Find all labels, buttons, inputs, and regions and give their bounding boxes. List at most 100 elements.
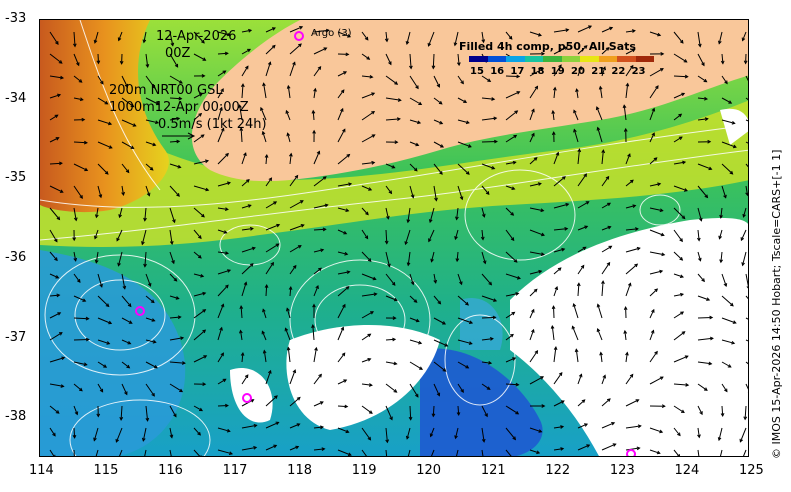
velocity-arrow bbox=[529, 207, 544, 212]
velocity-arrow bbox=[432, 405, 435, 417]
velocity-arrow-head bbox=[698, 43, 702, 48]
velocity-arrow-head bbox=[561, 247, 566, 252]
velocity-arrow-head bbox=[94, 259, 99, 264]
velocity-arrow bbox=[721, 185, 727, 198]
velocity-arrow bbox=[73, 53, 80, 66]
colorbar-segment bbox=[469, 56, 488, 62]
argo-float-marker-icon[interactable] bbox=[134, 305, 146, 317]
velocity-arrow-head bbox=[728, 100, 733, 104]
velocity-arrow bbox=[313, 267, 322, 275]
velocity-arrow bbox=[529, 251, 544, 256]
velocity-arrow bbox=[601, 422, 615, 429]
velocity-arrow-head bbox=[389, 416, 393, 421]
velocity-arrow-head bbox=[228, 451, 234, 455]
velocity-arrow bbox=[596, 106, 603, 121]
colorbar-tick-label: 21 bbox=[591, 66, 606, 77]
velocity-arrow-head bbox=[515, 292, 520, 296]
velocity-arrow bbox=[745, 383, 748, 390]
velocity-arrow-head bbox=[250, 399, 255, 403]
velocity-arrow bbox=[121, 361, 130, 369]
velocity-arrow-head bbox=[202, 291, 207, 296]
velocity-arrow-head bbox=[151, 84, 156, 89]
velocity-arrow-head bbox=[81, 117, 86, 122]
sst-map[interactable]: 12-Apr-2026 00Z 200m NRT00 GSL 1000m12-A… bbox=[39, 19, 749, 457]
velocity-arrow bbox=[553, 203, 569, 209]
velocity-arrow-head bbox=[508, 35, 513, 40]
velocity-arrow bbox=[120, 405, 123, 420]
velocity-arrow-head bbox=[253, 423, 258, 428]
velocity-arrow bbox=[529, 133, 535, 143]
argo-float-marker-icon[interactable] bbox=[625, 448, 637, 457]
velocity-arrow-head bbox=[116, 237, 120, 242]
velocity-arrow-head bbox=[428, 238, 432, 243]
velocity-arrow bbox=[697, 361, 712, 365]
velocity-arrow-head bbox=[481, 438, 486, 443]
velocity-arrow-head bbox=[346, 270, 351, 274]
velocity-arrow-head bbox=[343, 379, 348, 383]
velocity-arrow-head bbox=[177, 315, 182, 320]
velocity-arrow-head bbox=[742, 213, 746, 218]
velocity-arrow bbox=[73, 383, 83, 392]
velocity-arrow-head bbox=[606, 398, 611, 402]
velocity-arrow-head bbox=[404, 241, 408, 246]
velocity-arrow-head bbox=[180, 336, 185, 340]
argo-float-marker-icon[interactable] bbox=[241, 392, 253, 404]
velocity-arrow-head bbox=[582, 246, 587, 251]
velocity-arrow bbox=[551, 325, 555, 341]
velocity-arrow-head bbox=[606, 261, 611, 266]
velocity-arrow-head bbox=[79, 195, 83, 199]
velocity-arrow-head bbox=[240, 351, 245, 356]
velocity-arrow bbox=[73, 339, 89, 341]
x-tick-label: 120 bbox=[416, 463, 442, 478]
velocity-arrow bbox=[745, 163, 748, 168]
velocity-arrow bbox=[144, 207, 147, 221]
velocity-arrow bbox=[337, 251, 348, 255]
velocity-arrow bbox=[455, 427, 459, 439]
velocity-arrow-head bbox=[481, 39, 486, 44]
velocity-arrow-head bbox=[729, 170, 734, 175]
velocity-scale-arrow-icon bbox=[162, 132, 196, 140]
velocity-arrow-head bbox=[631, 29, 636, 33]
y-tick-label: -36 bbox=[5, 249, 27, 265]
velocity-arrow-head bbox=[316, 150, 321, 155]
velocity-arrow bbox=[505, 405, 519, 415]
velocity-arrow bbox=[241, 446, 257, 451]
velocity-arrow bbox=[145, 163, 154, 171]
velocity-arrow-head bbox=[430, 258, 434, 263]
velocity-arrow-head bbox=[179, 388, 184, 393]
velocity-arrow bbox=[743, 207, 747, 218]
velocity-arrow bbox=[313, 151, 320, 165]
velocity-arrow-head bbox=[538, 429, 543, 433]
velocity-arrow-head bbox=[622, 104, 627, 109]
velocity-arrow bbox=[649, 376, 664, 385]
velocity-arrow-head bbox=[220, 127, 225, 132]
velocity-arrow-head bbox=[314, 346, 318, 351]
velocity-arrow bbox=[289, 43, 302, 55]
velocity-arrow bbox=[481, 338, 493, 341]
velocity-arrow bbox=[407, 449, 411, 456]
velocity-arrow bbox=[721, 295, 734, 307]
velocity-arrow-head bbox=[574, 348, 579, 353]
velocity-arrow-head bbox=[394, 81, 399, 85]
velocity-arrow bbox=[361, 427, 371, 441]
velocity-arrow bbox=[286, 308, 291, 319]
velocity-arrow bbox=[95, 449, 99, 456]
velocity-arrow-head bbox=[681, 331, 686, 335]
velocity-arrow-head bbox=[583, 173, 587, 178]
velocity-arrow bbox=[361, 449, 367, 456]
velocity-arrow-head bbox=[552, 86, 557, 91]
velocity-arrow-head bbox=[202, 57, 207, 61]
velocity-arrow bbox=[481, 207, 485, 217]
velocity-arrow bbox=[625, 179, 634, 187]
velocity-arrow-head bbox=[415, 142, 420, 147]
velocity-arrow-head bbox=[707, 139, 712, 144]
velocity-arrow-head bbox=[743, 60, 748, 65]
velocity-arrow-head bbox=[540, 376, 544, 380]
velocity-arrow bbox=[649, 207, 663, 212]
velocity-arrow bbox=[481, 449, 484, 456]
velocity-arrow-head bbox=[155, 120, 160, 125]
colorbar-tick-label: 15 bbox=[470, 66, 484, 77]
velocity-arrow bbox=[505, 91, 520, 99]
velocity-arrow-head bbox=[275, 421, 280, 426]
velocity-arrow bbox=[505, 229, 515, 241]
